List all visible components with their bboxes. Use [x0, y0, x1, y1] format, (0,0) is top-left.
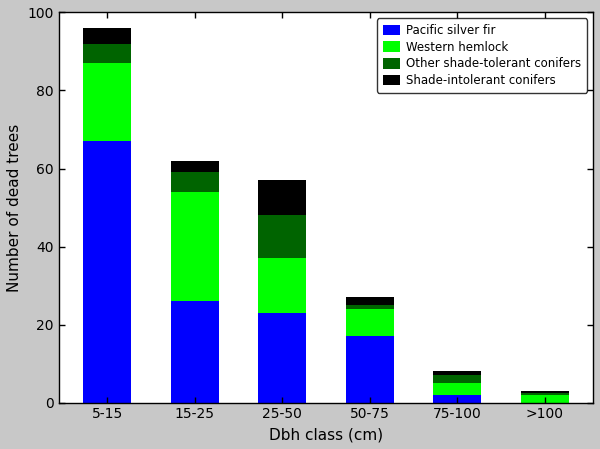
Bar: [83, 44, 131, 63]
Bar: [258, 216, 306, 258]
Legend: Pacific silver fir, Western hemlock, Other shade-tolerant conifers, Shade-intole: Pacific silver fir, Western hemlock, Oth…: [377, 18, 587, 93]
Y-axis label: Number of dead trees: Number of dead trees: [7, 123, 22, 292]
Bar: [346, 336, 394, 403]
Bar: [83, 28, 131, 44]
Bar: [521, 393, 569, 395]
Bar: [83, 141, 131, 403]
Bar: [433, 395, 481, 403]
Bar: [170, 172, 218, 192]
Bar: [521, 395, 569, 403]
Bar: [346, 309, 394, 336]
Bar: [433, 375, 481, 383]
Bar: [258, 313, 306, 403]
Bar: [521, 391, 569, 393]
Bar: [258, 258, 306, 313]
Bar: [83, 63, 131, 141]
Bar: [258, 180, 306, 216]
Bar: [170, 192, 218, 301]
Bar: [433, 371, 481, 375]
Bar: [170, 301, 218, 403]
Bar: [346, 297, 394, 305]
Bar: [433, 383, 481, 395]
Bar: [346, 305, 394, 309]
Bar: [170, 161, 218, 172]
X-axis label: Dbh class (cm): Dbh class (cm): [269, 427, 383, 442]
